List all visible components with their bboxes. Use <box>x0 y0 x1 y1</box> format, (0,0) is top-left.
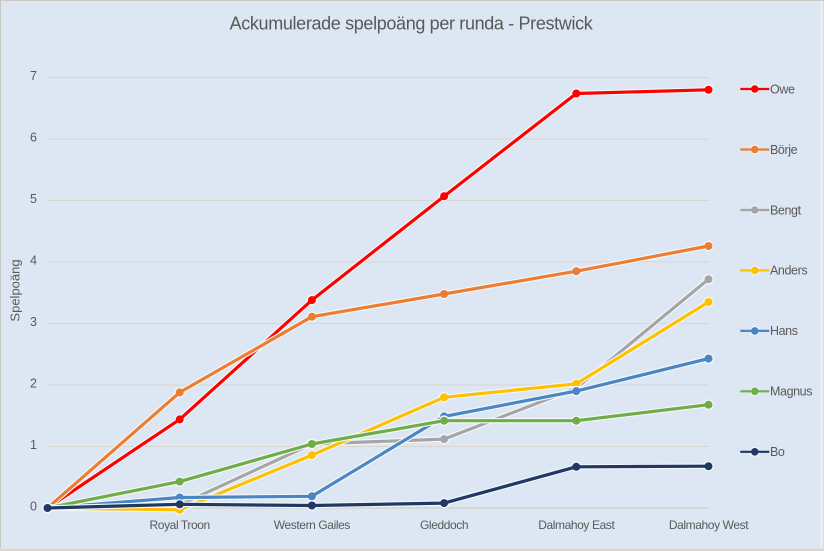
svg-text:3: 3 <box>30 315 37 329</box>
svg-text:Royal Troon: Royal Troon <box>150 518 210 532</box>
svg-text:Bengt: Bengt <box>770 203 802 217</box>
svg-text:Bo: Bo <box>770 445 785 459</box>
svg-text:Anders: Anders <box>770 264 807 278</box>
svg-text:Dalmahoy West: Dalmahoy West <box>669 518 749 532</box>
svg-text:6: 6 <box>30 130 37 144</box>
svg-text:0: 0 <box>30 499 37 513</box>
svg-text:7: 7 <box>30 69 37 83</box>
svg-text:Ackumulerade spelpoäng per run: Ackumulerade spelpoäng per runda - Prest… <box>230 14 594 34</box>
svg-text:Spelpoäng: Spelpoäng <box>8 259 23 321</box>
svg-text:Gleddoch: Gleddoch <box>420 518 468 532</box>
svg-text:Western Gailes: Western Gailes <box>274 518 351 532</box>
svg-text:Dalmahoy East: Dalmahoy East <box>538 518 615 532</box>
svg-text:Hans: Hans <box>770 324 798 338</box>
svg-text:Börje: Börje <box>770 143 798 157</box>
svg-text:Owe: Owe <box>770 82 795 96</box>
svg-text:4: 4 <box>30 253 37 267</box>
svg-text:2: 2 <box>30 376 37 390</box>
svg-text:Magnus: Magnus <box>770 385 812 399</box>
svg-text:5: 5 <box>30 192 37 206</box>
svg-text:1: 1 <box>30 438 37 452</box>
